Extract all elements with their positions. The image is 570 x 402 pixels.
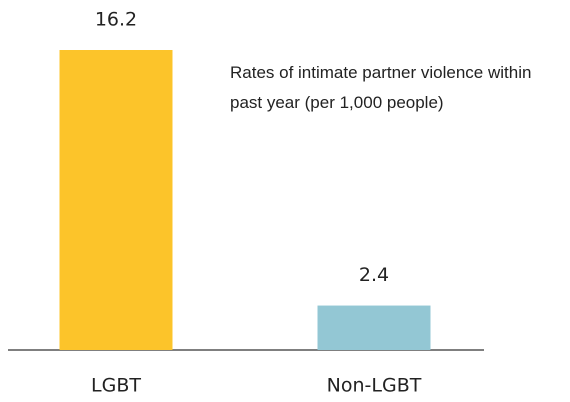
- bar: [317, 305, 431, 350]
- chart-title: Rates of intimate partner violence withi…: [230, 63, 532, 112]
- bar: [59, 50, 173, 350]
- value-label: 2.4: [359, 264, 389, 286]
- value-label: 16.2: [95, 9, 137, 31]
- x-tick-label: Non-LGBT: [327, 375, 422, 397]
- x-tick-label: LGBT: [91, 375, 141, 397]
